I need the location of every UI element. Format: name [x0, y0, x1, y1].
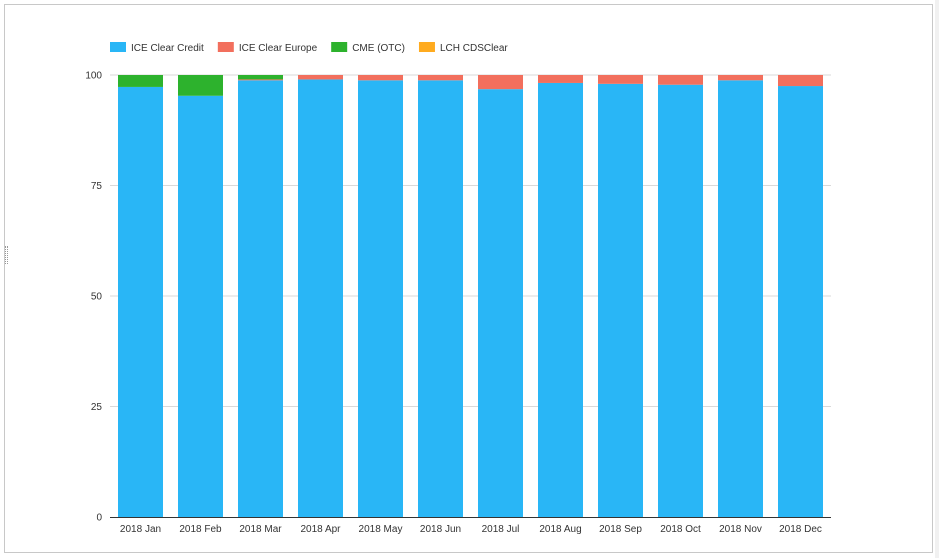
- bar-segment[interactable]: [598, 83, 643, 517]
- legend-swatch: [217, 42, 234, 52]
- bar-segment[interactable]: [658, 75, 703, 85]
- bar-segment[interactable]: [238, 79, 283, 81]
- bar-stack: [298, 75, 343, 518]
- x-tick-label: 2018 Mar: [239, 524, 282, 535]
- bar-segment[interactable]: [238, 75, 283, 80]
- bar-segment[interactable]: [778, 86, 823, 518]
- bar-stack: [358, 75, 403, 517]
- bar-segment[interactable]: [178, 95, 223, 518]
- x-axis-ticks: 2018 Jan 2018 Feb 2018 Mar 2018 Apr 2018 May…: [120, 524, 822, 535]
- x-tick-label: 2018 Aug: [539, 524, 581, 535]
- legend-item[interactable]: CME (OTC): [331, 42, 405, 54]
- x-tick-label: 2018 May: [359, 524, 403, 535]
- bar-stack: [538, 75, 583, 518]
- legend-item[interactable]: ICE Clear Europe: [217, 42, 318, 54]
- legend-swatch: [331, 42, 348, 52]
- bar-segment[interactable]: [658, 84, 703, 517]
- bar-segment[interactable]: [538, 75, 583, 83]
- legend: ICE Clear Credit ICE Clear Europe CME (OTC…: [110, 42, 508, 54]
- x-tick-label: 2018 Dec: [779, 524, 822, 535]
- legend-label: ICE Clear Europe: [239, 43, 318, 54]
- bar-segment[interactable]: [598, 75, 643, 84]
- y-tick-label: 25: [91, 402, 103, 413]
- bar-segment[interactable]: [238, 80, 283, 517]
- x-tick-label: 2018 Feb: [179, 524, 222, 535]
- legend-swatch: [418, 42, 435, 52]
- bar-stack: [718, 75, 763, 517]
- legend-item[interactable]: LCH CDSClear: [418, 42, 508, 54]
- bar-stack: [178, 75, 223, 518]
- scrollbar[interactable]: [935, 0, 939, 558]
- y-tick-label: 100: [85, 71, 102, 82]
- bar-segment[interactable]: [418, 75, 463, 81]
- bar-segment[interactable]: [478, 89, 523, 518]
- bar-stack: [598, 75, 643, 517]
- y-axis-ticks: 0 25 50 75 100: [85, 71, 102, 524]
- y-tick-label: 0: [96, 513, 102, 524]
- bar-stack: [118, 75, 163, 518]
- x-tick-label: 2018 Jul: [482, 524, 520, 535]
- bar-segment[interactable]: [778, 75, 823, 87]
- bar-segment[interactable]: [718, 80, 763, 517]
- bar-stack: [778, 75, 823, 518]
- bar-segment[interactable]: [418, 80, 463, 517]
- bar-stack: [418, 75, 463, 517]
- bars: [118, 75, 823, 518]
- gridlines: [110, 74, 831, 407]
- legend-label: CME (OTC): [352, 43, 405, 54]
- bar-stack: [238, 75, 283, 517]
- y-tick-label: 50: [91, 292, 103, 303]
- bar-segment[interactable]: [718, 75, 763, 81]
- bar-segment[interactable]: [358, 80, 403, 517]
- bar-segment[interactable]: [178, 75, 223, 96]
- bar-segment[interactable]: [538, 82, 583, 518]
- bar-stack: [478, 75, 523, 518]
- legend-swatch: [110, 42, 126, 52]
- x-tick-label: 2018 Oct: [660, 524, 701, 535]
- x-tick-label: 2018 Nov: [719, 524, 762, 535]
- bar-segment[interactable]: [118, 86, 163, 518]
- legend-label: ICE Clear Credit: [131, 43, 204, 54]
- y-tick-label: 75: [91, 181, 103, 192]
- resize-grip-icon[interactable]: [5, 246, 8, 264]
- x-tick-label: 2018 Jun: [420, 524, 461, 535]
- bar-segment[interactable]: [478, 75, 523, 90]
- bar-segment[interactable]: [358, 75, 403, 81]
- x-tick-label: 2018 Sep: [599, 524, 642, 535]
- bar-segment[interactable]: [298, 79, 343, 518]
- bar-segment[interactable]: [298, 75, 343, 80]
- legend-item[interactable]: ICE Clear Credit: [110, 42, 204, 54]
- bar-segment[interactable]: [118, 75, 163, 87]
- x-tick-label: 2018 Jan: [120, 524, 161, 535]
- x-tick-label: 2018 Apr: [300, 524, 341, 535]
- bar-stack: [658, 75, 703, 517]
- legend-label: LCH CDSClear: [440, 43, 508, 54]
